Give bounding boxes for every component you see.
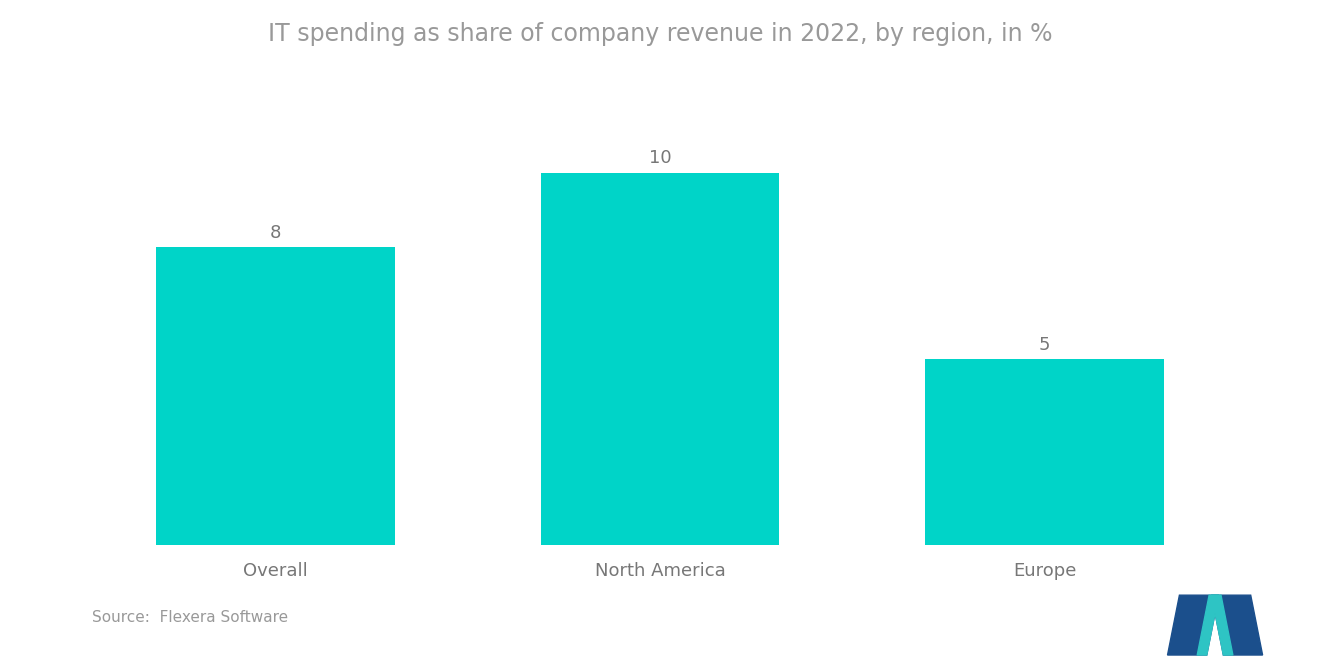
Polygon shape <box>1167 595 1218 655</box>
Polygon shape <box>1212 595 1233 655</box>
Text: Source:  Flexera Software: Source: Flexera Software <box>92 610 289 625</box>
Text: 8: 8 <box>269 224 281 242</box>
Title: IT spending as share of company revenue in 2022, by region, in %: IT spending as share of company revenue … <box>268 22 1052 46</box>
Polygon shape <box>1197 595 1218 655</box>
Bar <box>925 359 1164 545</box>
Text: 10: 10 <box>648 150 672 168</box>
Polygon shape <box>1212 595 1262 655</box>
Bar <box>156 247 395 545</box>
Bar <box>541 173 779 545</box>
Text: 5: 5 <box>1039 336 1051 354</box>
